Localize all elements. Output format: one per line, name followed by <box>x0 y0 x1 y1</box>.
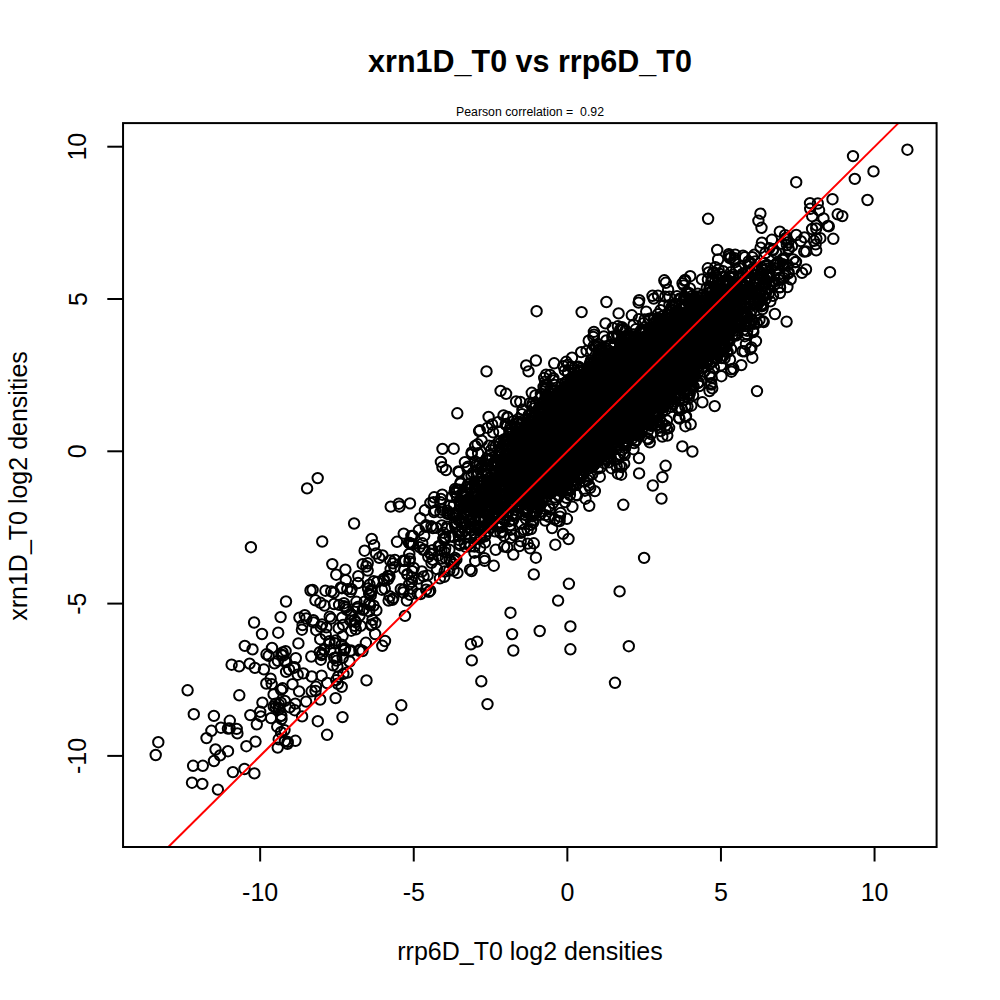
svg-text:-5: -5 <box>403 878 425 906</box>
svg-text:5: 5 <box>64 292 92 306</box>
svg-text:xrn1D_T0 log2 densities: xrn1D_T0 log2 densities <box>4 351 32 621</box>
svg-text:-5: -5 <box>64 592 92 614</box>
svg-text:Pearson correlation = 0.92: Pearson correlation = 0.92 <box>456 105 604 119</box>
svg-text:-10: -10 <box>64 738 92 774</box>
svg-text:10: 10 <box>64 133 92 161</box>
svg-text:10: 10 <box>861 878 889 906</box>
svg-text:5: 5 <box>714 878 728 906</box>
svg-text:xrn1D_T0 vs rrp6D_T0: xrn1D_T0 vs rrp6D_T0 <box>368 44 692 79</box>
svg-text:0: 0 <box>64 444 92 458</box>
svg-text:rrp6D_T0 log2 densities: rrp6D_T0 log2 densities <box>397 937 662 965</box>
svg-text:-10: -10 <box>242 878 278 906</box>
svg-text:0: 0 <box>560 878 574 906</box>
